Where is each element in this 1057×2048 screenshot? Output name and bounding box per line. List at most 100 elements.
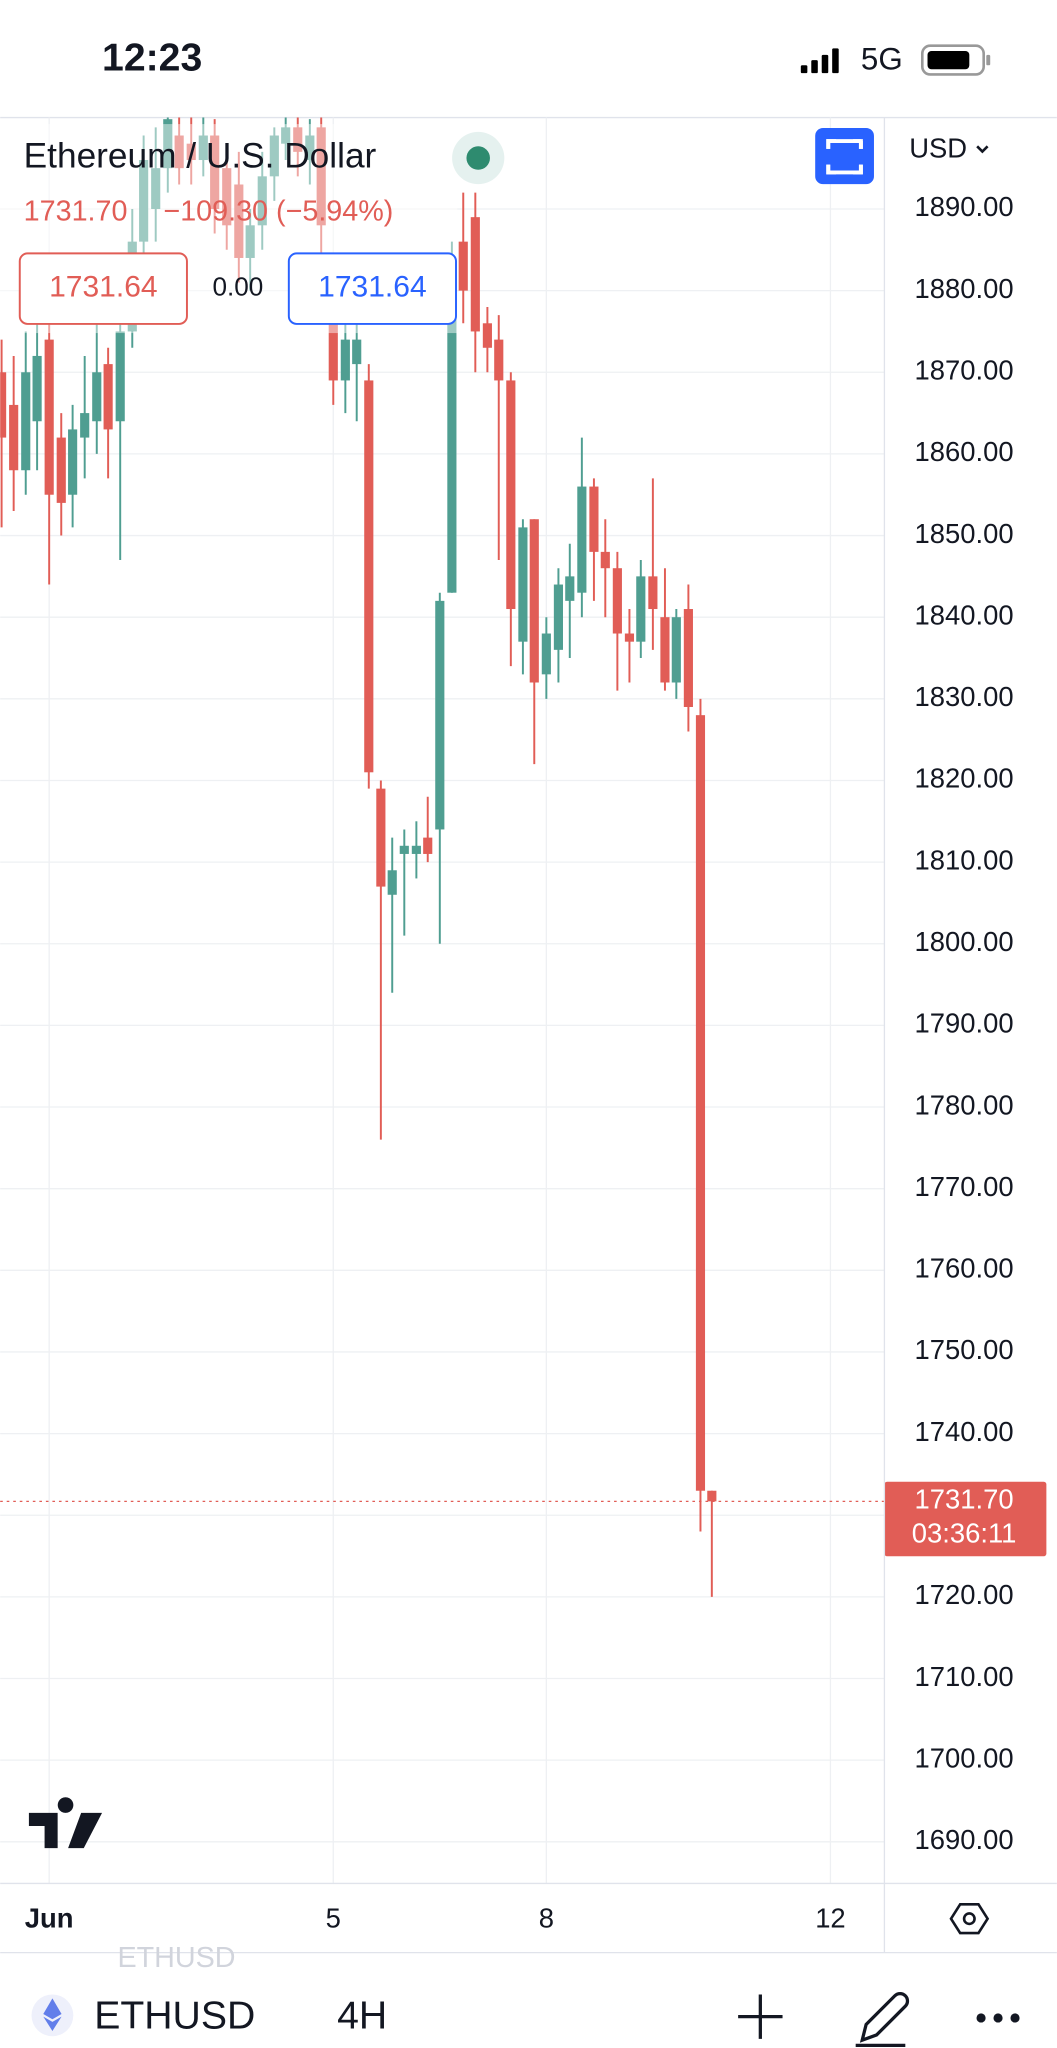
candle-body bbox=[21, 372, 31, 471]
candle-body bbox=[636, 576, 646, 642]
tv-logo bbox=[28, 1797, 103, 1849]
candle-body bbox=[281, 127, 291, 144]
candle-body bbox=[364, 380, 374, 773]
candle-body bbox=[565, 576, 575, 601]
y-tick-label: 1890.00 bbox=[915, 191, 1014, 222]
candle-body bbox=[234, 184, 244, 258]
eth-icon bbox=[31, 1994, 74, 2037]
candle-body bbox=[506, 380, 516, 610]
y-tick-label: 1700.00 bbox=[915, 1742, 1014, 1773]
y-tick-label: 1850.00 bbox=[915, 518, 1014, 549]
settings-button[interactable] bbox=[949, 1903, 990, 1935]
candle-body bbox=[44, 339, 54, 495]
x-tick-label: 12 bbox=[815, 1902, 845, 1933]
candle-body bbox=[68, 429, 78, 495]
battery-icon bbox=[920, 44, 991, 76]
candle-body bbox=[269, 135, 279, 177]
draw-button[interactable] bbox=[855, 1991, 910, 2048]
y-tick-label: 1760.00 bbox=[915, 1253, 1014, 1284]
buy-button[interactable] bbox=[287, 252, 457, 325]
y-tick-label: 1800.00 bbox=[915, 926, 1014, 957]
candle-body bbox=[387, 870, 397, 895]
candle-body bbox=[328, 306, 338, 381]
candle-body bbox=[139, 160, 149, 242]
status-time: 12:23 bbox=[102, 36, 202, 79]
add-button[interactable] bbox=[738, 1994, 783, 2039]
candle-body bbox=[411, 845, 421, 854]
watermark: ETHUSD bbox=[117, 1942, 235, 1974]
more-button[interactable] bbox=[976, 2013, 1020, 2023]
candle-body bbox=[316, 127, 326, 226]
candle-body bbox=[482, 323, 492, 348]
candle-body bbox=[399, 845, 409, 854]
y-tick-label: 1770.00 bbox=[915, 1171, 1014, 1202]
y-tick-label: 1790.00 bbox=[915, 1008, 1014, 1039]
candle-body bbox=[92, 372, 102, 422]
candle-body bbox=[115, 331, 125, 422]
fullscreen-button[interactable] bbox=[815, 128, 874, 185]
candle-body bbox=[589, 486, 599, 552]
currency-caret bbox=[976, 145, 989, 154]
candle-body bbox=[600, 551, 610, 569]
candle-body bbox=[447, 266, 457, 593]
candle-body bbox=[210, 135, 220, 209]
symbol-title: Ethereum / U.S. Dollar bbox=[24, 136, 377, 175]
sell-price: 1731.64 bbox=[49, 271, 158, 304]
market-status-dot[interactable] bbox=[466, 146, 490, 170]
x-tick-label: 8 bbox=[539, 1902, 554, 1933]
candle-body bbox=[340, 339, 350, 381]
candle-body bbox=[352, 339, 362, 365]
candle-body bbox=[612, 568, 622, 634]
candle-body bbox=[222, 168, 232, 226]
last-price-badge bbox=[884, 1481, 1047, 1557]
candle-body bbox=[660, 617, 670, 683]
candle-body bbox=[174, 135, 184, 169]
y-tick-label: 1690.00 bbox=[915, 1824, 1014, 1855]
candle-body bbox=[577, 486, 587, 593]
candle-body bbox=[163, 119, 173, 169]
candles bbox=[0, 117, 717, 1597]
y-tick-label: 1740.00 bbox=[915, 1416, 1014, 1447]
x-tick-label: Jun bbox=[25, 1902, 74, 1933]
currency-selector[interactable]: USD bbox=[909, 132, 967, 163]
candle-body bbox=[683, 609, 693, 707]
candle-body bbox=[695, 715, 706, 1491]
buy-price: 1731.64 bbox=[318, 271, 427, 304]
overlay: 1690.001700.001710.001720.001730.001740.… bbox=[0, 191, 1047, 1933]
candle-body bbox=[32, 355, 42, 422]
interval-button[interactable]: 4H bbox=[337, 1994, 387, 2037]
candle-body bbox=[80, 413, 90, 438]
signal-icon bbox=[800, 48, 839, 74]
candle-body bbox=[151, 168, 161, 209]
y-tick-label: 1820.00 bbox=[915, 763, 1014, 794]
candle-body bbox=[186, 143, 196, 161]
candle-body bbox=[518, 527, 528, 642]
candle-body bbox=[707, 1490, 717, 1502]
candle-body bbox=[257, 176, 267, 226]
y-tick-label: 1780.00 bbox=[915, 1089, 1014, 1120]
candle-body bbox=[9, 404, 19, 471]
candle-body bbox=[435, 600, 445, 830]
candle-body bbox=[529, 519, 539, 683]
candle-body bbox=[458, 241, 468, 291]
y-tick-label: 1710.00 bbox=[915, 1661, 1014, 1692]
y-tick-label: 1750.00 bbox=[915, 1334, 1014, 1365]
candle-body bbox=[305, 135, 315, 161]
candle-body bbox=[470, 217, 480, 332]
candle-body bbox=[624, 633, 635, 642]
last-price-legend: 1731.70 bbox=[24, 195, 128, 227]
symbol-button[interactable]: ETHUSD bbox=[94, 1994, 255, 2037]
y-tick-label: 1870.00 bbox=[915, 355, 1014, 386]
y-tick-label: 1810.00 bbox=[915, 844, 1014, 875]
y-tick-label: 1840.00 bbox=[915, 599, 1014, 630]
candle-body bbox=[494, 339, 504, 381]
grid bbox=[0, 117, 885, 1884]
sell-button[interactable] bbox=[18, 252, 188, 325]
bar-countdown: 03:36:11 bbox=[912, 1518, 1017, 1549]
candle-body bbox=[648, 576, 658, 610]
spread: 0.00 bbox=[212, 272, 263, 302]
y-tick-label: 1880.00 bbox=[915, 273, 1014, 304]
candle-body bbox=[0, 372, 7, 438]
